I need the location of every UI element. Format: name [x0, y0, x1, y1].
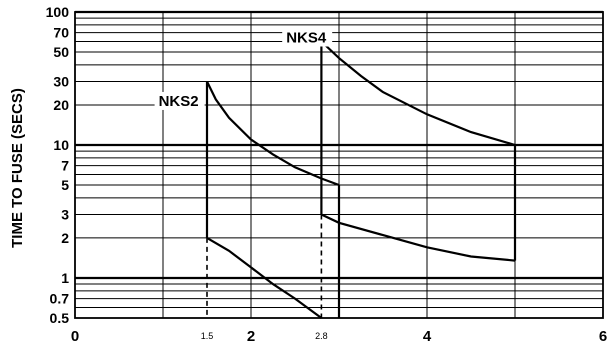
y-tick-label: 0.7 — [50, 291, 70, 307]
x-tick-label: 2.8 — [315, 331, 328, 341]
y-tick-label: 3 — [61, 207, 69, 223]
y-tick-label: 5 — [61, 177, 69, 193]
annotations: NKS2 NKS4 — [154, 28, 333, 110]
y-tick-label: 50 — [53, 44, 69, 60]
y-tick-label: 10 — [53, 137, 69, 153]
x-tick-label: 4 — [423, 328, 432, 345]
y-axis-title: TIME TO FUSE (SECS) — [9, 88, 26, 248]
nks4-upper-curve — [320, 40, 516, 147]
nks4-lower-curve — [320, 213, 516, 262]
x-tick-label: 0 — [71, 328, 79, 345]
y-tick-labels: 0.5 0.7 1 2 3 5 7 10 20 30 50 70 100 — [46, 4, 70, 326]
curves — [205, 40, 517, 319]
x-tick-label: 6 — [599, 328, 607, 345]
y-tick-label: 1 — [61, 270, 69, 286]
series-label-bg — [282, 28, 333, 47]
y-tick-label: 7 — [61, 158, 69, 174]
y-tick-label: 30 — [53, 74, 69, 90]
y-tick-label: 0.5 — [50, 310, 70, 326]
y-tick-label: 2 — [61, 230, 69, 246]
series-label-nks4: NKS4 — [286, 30, 327, 47]
nks2-upper-curve — [206, 81, 340, 187]
x-tick-label: 1.5 — [201, 331, 214, 341]
series-label-nks2: NKS2 — [159, 93, 199, 110]
y-tick-label: 20 — [53, 97, 69, 113]
x-tick-labels: 0 1.5 2 2.8 4 6 — [71, 328, 607, 345]
series-label-bg — [154, 91, 205, 110]
y-tick-label: 70 — [53, 25, 69, 41]
y-tick-label: 100 — [46, 4, 70, 20]
x-tick-label: 2 — [247, 328, 255, 345]
nks2-lower-curve — [206, 236, 323, 319]
